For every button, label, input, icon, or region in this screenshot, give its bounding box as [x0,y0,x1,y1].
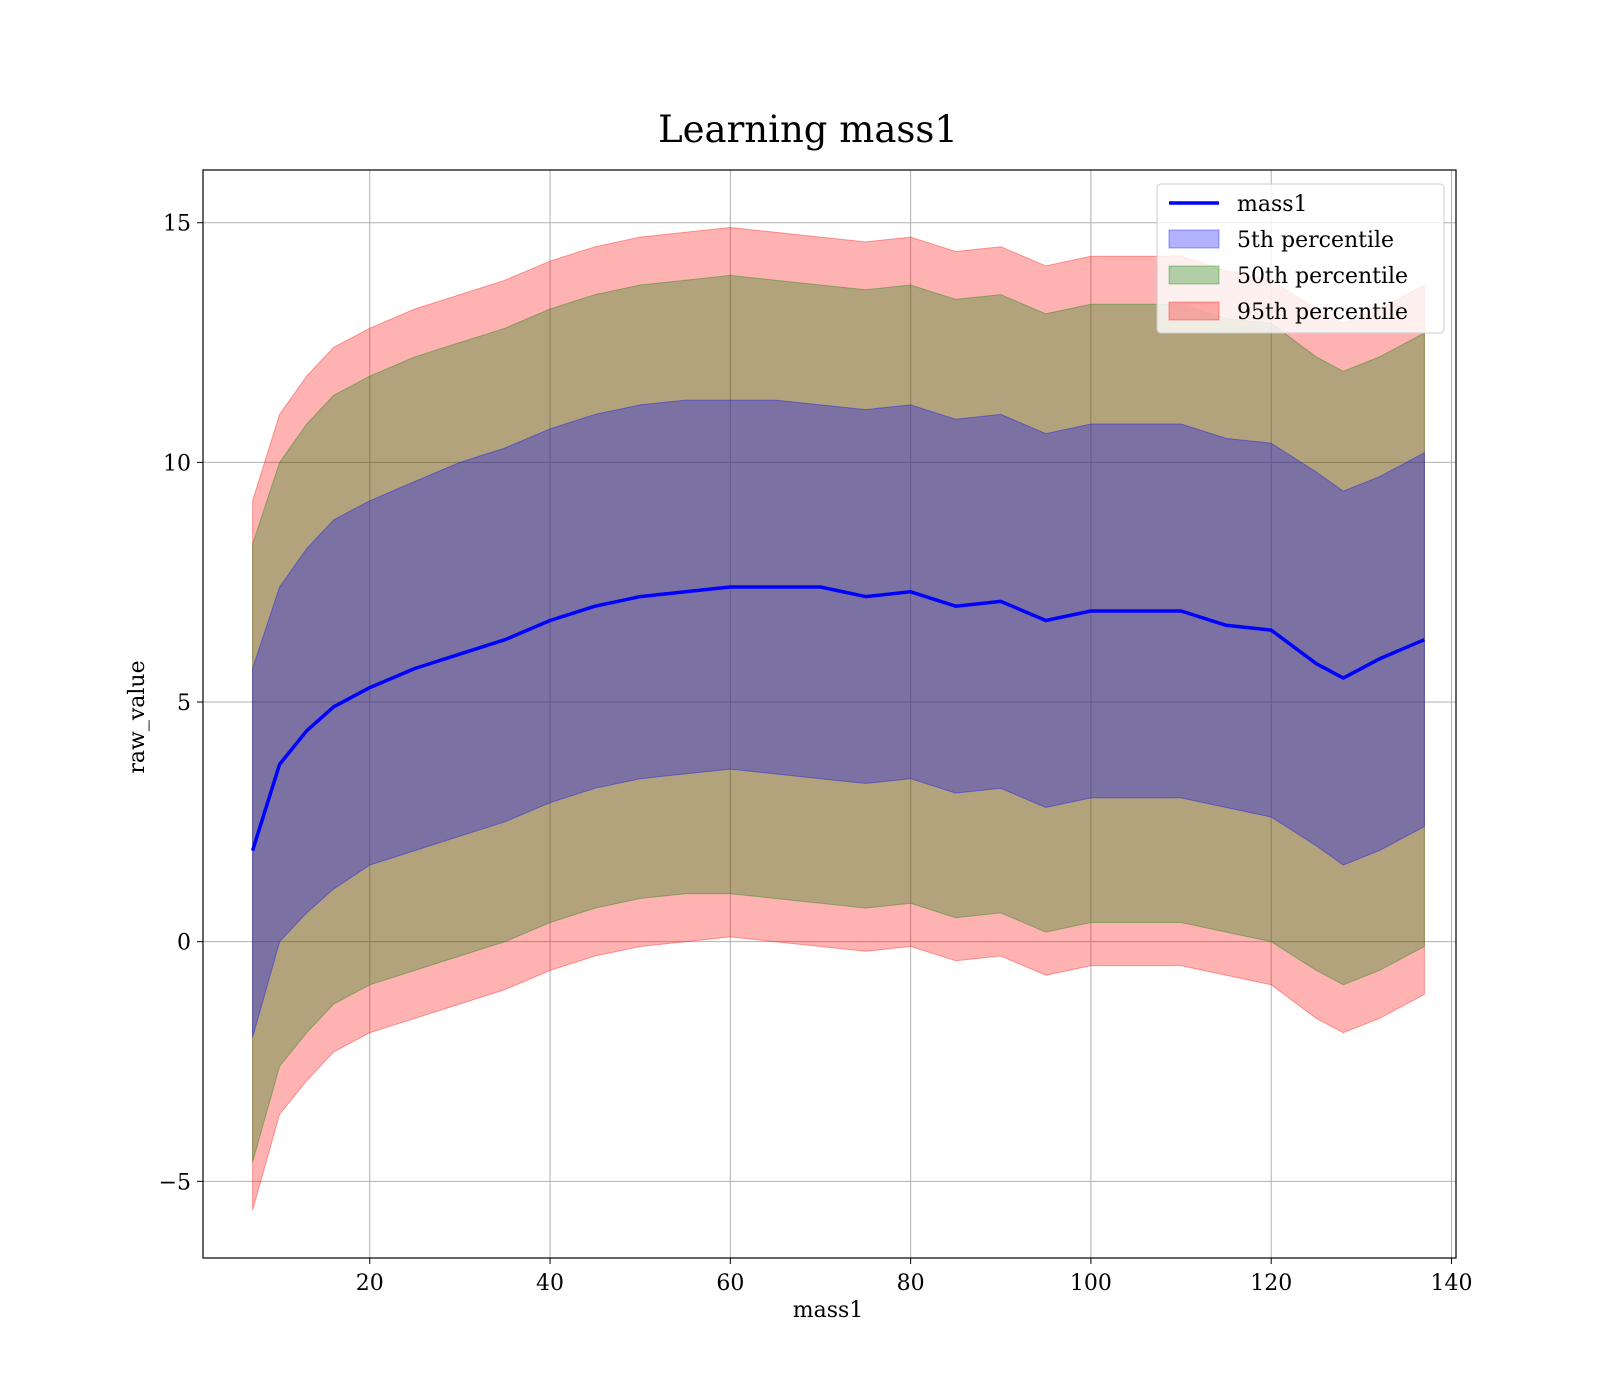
x-tick-label-6: 140 [1430,1271,1472,1296]
plot-background [203,170,1456,1258]
legend-label-mass1: mass1 [1237,192,1308,217]
x-tick-label-0: 20 [356,1271,384,1296]
y-tick-label-3: 10 [163,451,191,476]
axes-frame [202,169,1457,1259]
y-tick-label-0: −5 [159,1170,191,1195]
legend-label-50th-percentile: 50th percentile [1237,264,1408,289]
x-tick-label-5: 120 [1250,1271,1292,1296]
x-tick-label-2: 60 [716,1271,744,1296]
band-50th-percentile [252,274,1425,1163]
y-tick-label-2: 5 [177,691,191,716]
x-tick-label-4: 100 [1070,1271,1112,1296]
legend-label-5th-percentile: 5th percentile [1237,228,1394,253]
legend: mass1 5th percentile 50th percentile 95th p… [1156,183,1445,334]
x-axis-label: mass1 [793,1298,864,1323]
x-tick-label-1: 40 [536,1271,564,1296]
plot-area: 20 40 60 80 100 120 140 −5 0 5 10 15 mass1 5th percen… [159,169,1472,1296]
y-tick-label-4: 15 [163,212,191,237]
legend-swatch-95th-percentile [1168,301,1220,321]
legend-swatch-5th-percentile [1168,229,1220,249]
y-tick-label-1: 0 [177,931,191,956]
band-95th-percentile [252,226,1425,1211]
band-5th-percentile [252,399,1425,1038]
line-mass1 [250,585,1426,852]
chart-title: Learning mass1 [658,108,958,151]
legend-box [1156,183,1445,334]
y-axis-label: raw_value [125,660,150,773]
legend-label-95th-percentile: 95th percentile [1237,300,1408,325]
legend-swatch-50th-percentile [1168,265,1220,285]
x-tick-label-3: 80 [897,1271,925,1296]
